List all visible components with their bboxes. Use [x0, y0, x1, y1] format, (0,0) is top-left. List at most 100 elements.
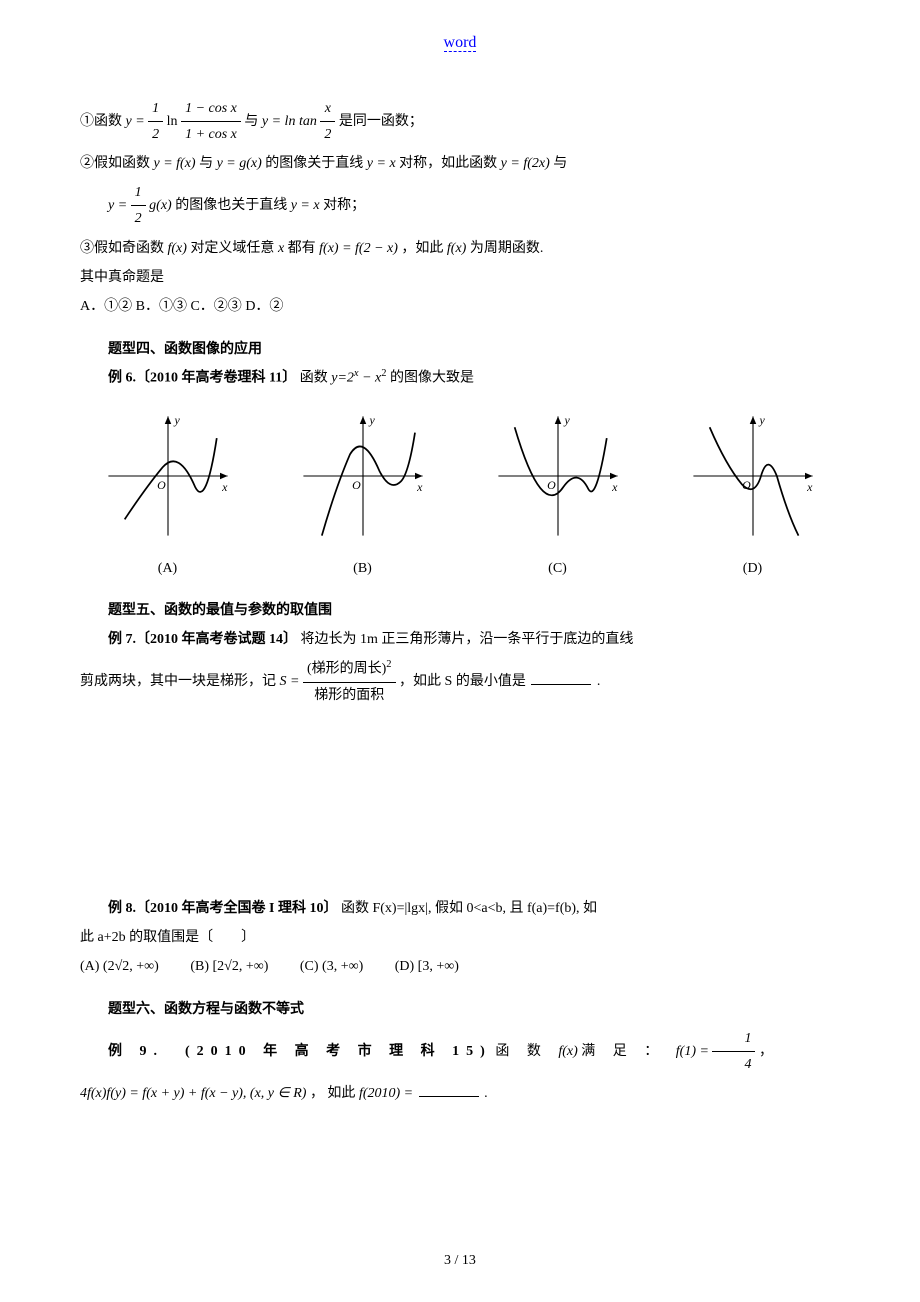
s3-f: f(x) = f(2 − x): [319, 241, 398, 256]
s3-a: ③假如奇函数: [80, 241, 168, 256]
ex7-frac: (梯形的周长)2 梯形的面积: [303, 656, 396, 708]
s3-g: ，如此: [401, 241, 447, 256]
stmt1-frac3: x 2: [320, 96, 335, 147]
ex6-exp: x: [354, 368, 359, 379]
choice-a: A．①②: [80, 299, 132, 314]
ex6-func: y=2: [331, 371, 354, 386]
curve-d: [709, 428, 798, 536]
frac-den: 2: [131, 206, 146, 231]
graph-a: x y O (A): [98, 411, 238, 580]
graph-b-label: (B): [293, 558, 433, 580]
example-7-line1: 例 7.〔2010 年高考卷试题 14〕 将边长为 1m 正三角形薄片，沿一条平…: [80, 627, 840, 652]
s2l2-d: y = x: [291, 198, 320, 213]
example-6: 例 6.〔2010 年高考卷理科 11〕 函数 y=2x − x2 的图像大致是: [80, 365, 840, 391]
s2-i: 与: [553, 156, 567, 171]
axis-x-label: x: [611, 480, 618, 494]
page-number: 3 / 13: [0, 1250, 920, 1272]
frac-den: 2: [148, 122, 163, 147]
header-word-link[interactable]: word: [444, 34, 477, 52]
graph-d: x y O (D): [683, 411, 823, 580]
graph-c-svg: x y O: [488, 411, 628, 541]
stmt1-suffix: 是同一函数；: [339, 114, 423, 129]
graph-b: x y O (B): [293, 411, 433, 580]
ex9-comma: ，: [759, 1044, 773, 1059]
choices-row: A．①② B．①③ C．②③ D．②: [80, 294, 840, 319]
choice-d: D．②: [245, 299, 283, 314]
s2-g: 对称，如此函数: [399, 156, 501, 171]
ex6-sq: 2: [381, 368, 386, 379]
s2-f: y = x: [367, 156, 396, 171]
origin-label: O: [547, 478, 556, 492]
s3-c: 对定义域任意: [190, 241, 278, 256]
s3-e: 都有: [288, 241, 320, 256]
ex8-choice-d: (D) [3, +∞): [395, 959, 459, 974]
graphs-row: x y O (A) x y O (B): [80, 411, 840, 580]
example-9-line1: 例 9. (2010 年 高 考 市 理 科 15) 函 数 f(x) 满 足 …: [80, 1026, 840, 1077]
stmt1-ln: ln: [167, 114, 178, 129]
s2-a: ②假如函数: [80, 156, 154, 171]
s3-i: 为周期函数.: [470, 241, 544, 256]
blank-answer: [531, 684, 591, 685]
ex6-minus: − x: [362, 371, 381, 386]
ex6-a: 函数: [300, 371, 332, 386]
curve-b: [321, 433, 414, 536]
section-4-title: 题型四、函数图像的应用: [80, 339, 840, 361]
s3-b: f(x): [168, 241, 187, 256]
stmt1-prefix: ①函数: [80, 114, 126, 129]
frac-num: 1: [131, 180, 146, 206]
curve-a: [124, 438, 216, 519]
ex9-f2010: f(2010) =: [359, 1086, 413, 1101]
ex7-l2c: .: [597, 674, 601, 689]
s3-d: x: [278, 241, 284, 256]
stmt1-frac1: 1 2: [148, 96, 163, 147]
ex8-choice-c: (C) (3, +∞): [300, 959, 363, 974]
s2l2-e: 对称；: [323, 198, 365, 213]
ex9-frac: 1 4: [712, 1026, 755, 1077]
stmt1-yeq: y =: [126, 114, 145, 129]
example-8-line1: 例 8.〔2010 年高考全国卷 I 理科 10〕 函数 F(x)=|lgx|,…: [80, 896, 840, 921]
section-6-title: 题型六、函数方程与函数不等式: [80, 999, 840, 1021]
graph-d-svg: x y O: [683, 411, 823, 541]
s2-frac: 1 2: [131, 180, 146, 231]
stmt1-and: 与: [244, 114, 262, 129]
graph-a-svg: x y O: [98, 411, 238, 541]
s2-e: 的图像关于直线: [265, 156, 367, 171]
s2-c: 与: [199, 156, 217, 171]
origin-label: O: [157, 478, 166, 492]
s2l2-a: y =: [108, 198, 127, 213]
statement-3: ③假如奇函数 f(x) 对定义域任意 x 都有 f(x) = f(2 − x) …: [80, 236, 840, 261]
ex8-choice-a: (A) (2√2, +∞): [80, 959, 159, 974]
graph-d-label: (D): [683, 558, 823, 580]
axis-x-label: x: [416, 480, 423, 494]
statement-2-line1: ②假如函数 y = f(x) 与 y = g(x) 的图像关于直线 y = x …: [80, 151, 840, 176]
statement-1: ①函数 y = 1 2 ln 1 − cos x 1 + cos x 与 y =…: [80, 96, 840, 147]
s2-h: y = f(2x): [501, 156, 550, 171]
spacer: [80, 712, 840, 892]
choice-b: B．①③: [136, 299, 187, 314]
stmt1-frac2: 1 − cos x 1 + cos x: [181, 96, 241, 147]
curve-c: [514, 428, 606, 496]
statement-2-line2: y = 1 2 g(x) 的图像也关于直线 y = x 对称；: [108, 180, 840, 231]
blank-answer-2: [419, 1096, 479, 1097]
frac-den: 1 + cos x: [181, 122, 241, 147]
true-statement-label: 其中真命题是: [80, 265, 840, 290]
frac-num: (梯形的周长)2: [303, 656, 396, 683]
s2-b: y = f(x): [154, 156, 196, 171]
s3-h: f(x): [447, 241, 466, 256]
ex7-bold: 例 7.〔2010 年高考卷试题 14〕: [108, 632, 297, 647]
axis-y-label: y: [173, 413, 180, 427]
ex6-bold: 例 6.〔2010 年高考卷理科 11〕: [108, 371, 296, 386]
example-7-line2: 剪成两块，其中一块是梯形，记 S = (梯形的周长)2 梯形的面积 ，如此 S …: [80, 656, 840, 708]
ex9-period: .: [484, 1086, 488, 1101]
choice-c: C．②③: [190, 299, 241, 314]
axis-x-label: x: [806, 480, 813, 494]
ex9-f1: f(1) =: [676, 1044, 709, 1059]
section-5-title: 题型五、函数的最值与参数的取值围: [80, 600, 840, 622]
frac-den: 4: [712, 1052, 755, 1077]
ex6-b: 的图像大致是: [390, 371, 474, 386]
frac-num: 1: [712, 1026, 755, 1052]
ex8-choices: (A) (2√2, +∞) (B) [2√2, +∞) (C) (3, +∞) …: [80, 954, 840, 979]
ex8-choice-b: (B) [2√2, +∞): [190, 959, 268, 974]
ex7-l2b: ，如此 S 的最小值是: [399, 674, 526, 689]
ex7-seq: S =: [280, 674, 300, 689]
